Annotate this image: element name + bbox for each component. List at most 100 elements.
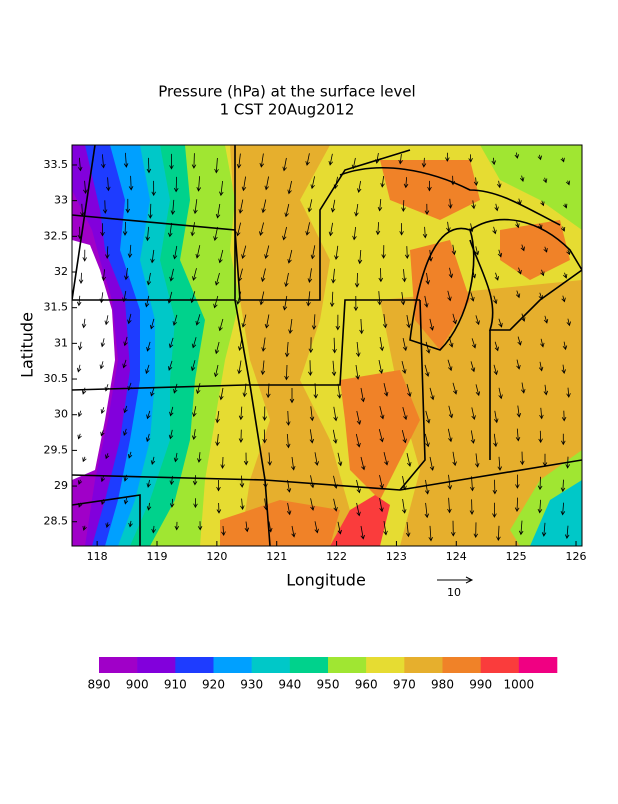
wind-arrow	[238, 337, 243, 352]
wind-arrow	[127, 313, 132, 325]
wind-arrow	[331, 360, 337, 377]
wind-arrow	[123, 474, 128, 482]
wind-arrow	[146, 479, 151, 488]
wind-arrow	[215, 410, 220, 424]
wind-arrow	[305, 222, 310, 236]
wind-arrow	[259, 153, 265, 168]
wind-arrow	[517, 267, 522, 275]
wind-arrow	[221, 525, 226, 537]
wind-arrow	[310, 475, 315, 489]
wind-arrow	[474, 246, 480, 256]
wind-arrow	[284, 272, 289, 288]
wind-arrow	[540, 338, 545, 348]
wind-arrow	[100, 499, 106, 505]
wind-arrow	[469, 499, 475, 515]
y-tick-label: 31	[54, 336, 68, 349]
wind-arrow	[402, 476, 407, 491]
wind-arrow	[447, 497, 452, 514]
wind-arrow	[538, 223, 543, 230]
colorbar-label: 900	[126, 678, 149, 692]
wind-arrow	[236, 291, 242, 305]
wind-arrow	[543, 246, 548, 253]
y-tick-label: 33.5	[44, 158, 69, 171]
wind-arrow	[146, 502, 152, 511]
wind-arrow	[498, 318, 503, 328]
wind-arrow	[236, 222, 241, 237]
wind-arrow	[219, 387, 224, 401]
wind-arrow	[537, 154, 542, 161]
wind-arrow	[123, 428, 128, 436]
wind-arrow	[173, 452, 179, 463]
y-tick-label: 29	[54, 479, 68, 492]
wind-arrow	[311, 314, 317, 330]
wind-arrow	[104, 315, 110, 326]
wind-arrow	[241, 245, 247, 260]
wind-arrow	[541, 522, 547, 537]
wind-arrow	[334, 245, 339, 261]
wind-arrow	[494, 272, 499, 281]
plot-frame	[71, 144, 583, 547]
wind-arrow	[399, 223, 404, 236]
wind-arrow	[259, 291, 265, 306]
wind-arrow	[429, 456, 435, 471]
wind-arrow	[259, 222, 264, 237]
wind-arrow	[515, 428, 521, 442]
wind-arrow	[470, 292, 475, 302]
wind-arrow	[491, 157, 496, 166]
wind-arrow	[197, 521, 203, 531]
colorbar-swatch	[366, 657, 405, 673]
fill-band	[230, 145, 360, 546]
colorbar-label: 950	[317, 678, 340, 692]
wind-arrow	[167, 291, 173, 304]
wind-arrow	[355, 341, 361, 358]
wind-arrow	[105, 246, 110, 259]
wind-arrow	[238, 429, 244, 443]
wind-arrow	[561, 295, 566, 303]
wind-arrow	[401, 499, 407, 514]
wind-arrow	[447, 290, 452, 302]
wind-arrow	[266, 383, 271, 399]
wind-arrow	[168, 360, 173, 371]
wind-arrow	[286, 410, 291, 426]
wind-arrow	[564, 525, 570, 540]
wind-arrow	[150, 387, 155, 397]
wind-arrow	[105, 453, 110, 460]
wind-arrow	[383, 521, 388, 536]
wind-arrow	[282, 295, 288, 311]
wind-arrow	[450, 175, 456, 186]
wind-arrow	[520, 244, 525, 252]
y-tick-label: 29.5	[44, 443, 69, 456]
wind-arrow	[562, 341, 568, 351]
wind-arrow	[264, 314, 270, 329]
wind-arrow	[333, 475, 338, 489]
wind-arrow	[237, 268, 243, 282]
wind-arrow	[537, 476, 543, 491]
wind-arrow	[518, 520, 524, 536]
wind-arrow	[169, 475, 175, 486]
reference-arrow-head	[465, 576, 474, 584]
wind-arrow	[128, 175, 134, 191]
wind-arrow	[475, 315, 480, 326]
x-tick-label: 121	[266, 550, 287, 563]
wind-arrow	[427, 180, 432, 192]
boundaries	[72, 145, 582, 546]
colorbar-swatch	[137, 657, 176, 673]
wind-arrow	[218, 249, 224, 264]
wind-arrow	[191, 429, 197, 441]
wind-arrow	[406, 453, 412, 467]
wind-arrow	[82, 456, 87, 463]
wind-arrow	[172, 245, 178, 260]
wind-arrow	[145, 226, 150, 242]
wind-arrow	[493, 410, 499, 424]
wind-arrow	[337, 521, 342, 535]
wind-arrow	[124, 267, 129, 281]
wind-arrow	[127, 451, 133, 459]
wind-arrow	[359, 318, 364, 335]
wind-arrow	[470, 361, 476, 373]
wind-arrow	[99, 292, 105, 304]
wind-arrow	[380, 176, 385, 188]
wind-arrow	[360, 387, 366, 403]
wind-arrow	[314, 521, 319, 534]
wind-arrow	[314, 452, 319, 466]
wind-arrow	[538, 361, 544, 372]
